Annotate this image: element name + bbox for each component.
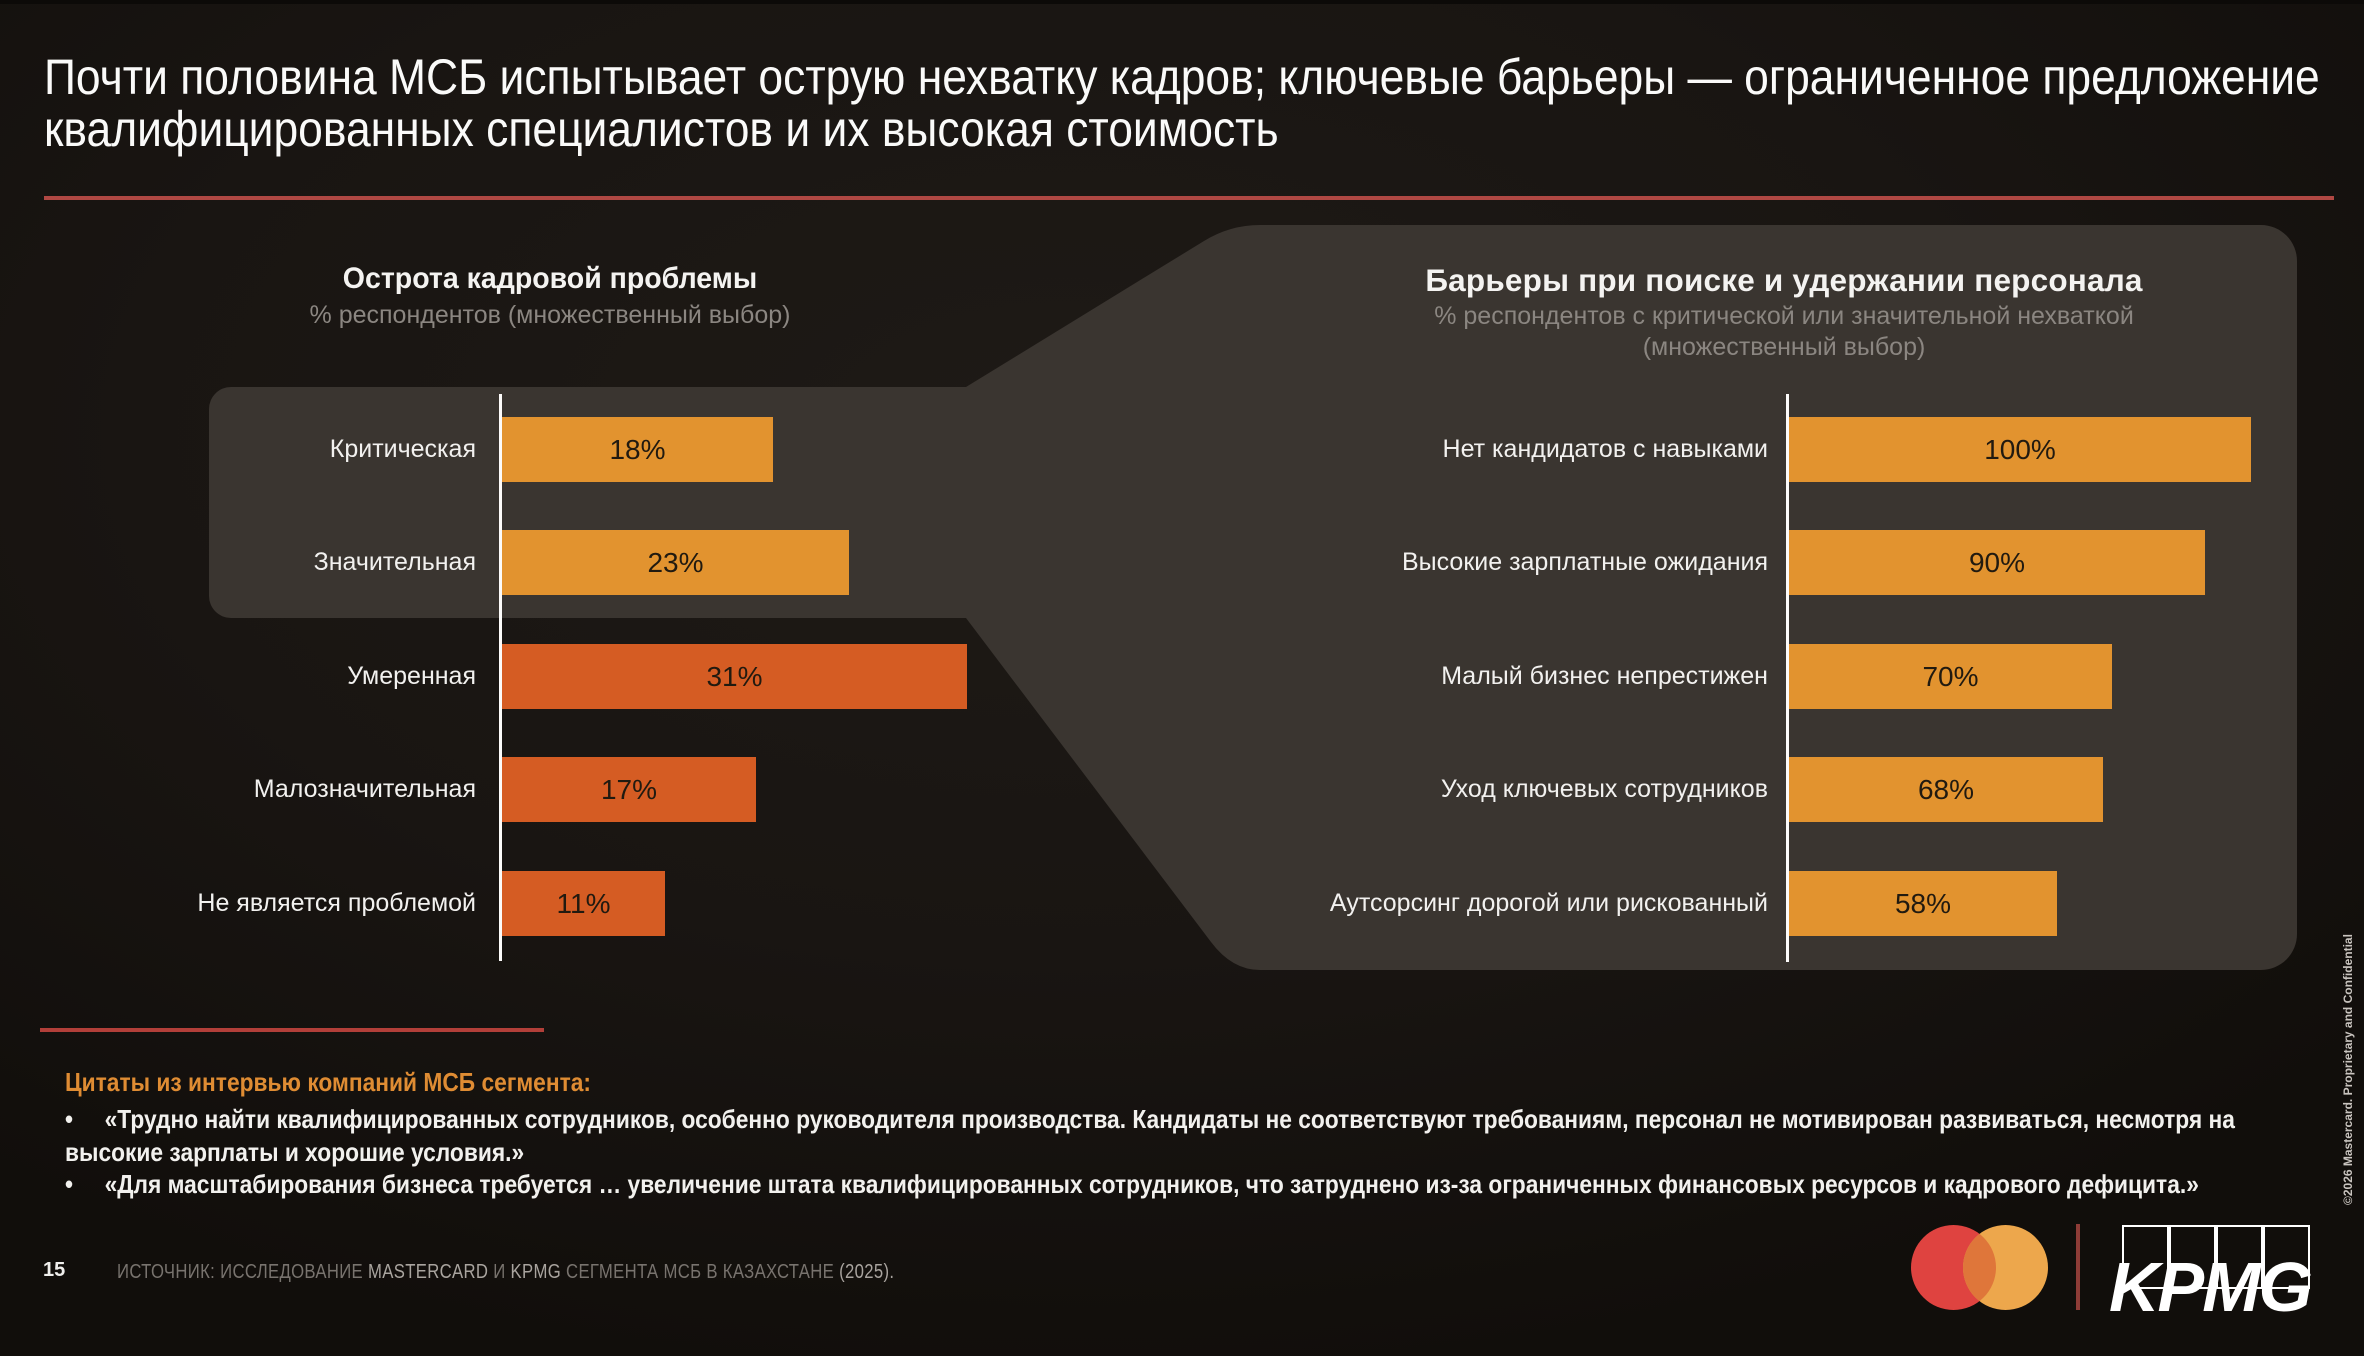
svg-text:KPMG: KPMG: [2109, 1248, 2312, 1320]
